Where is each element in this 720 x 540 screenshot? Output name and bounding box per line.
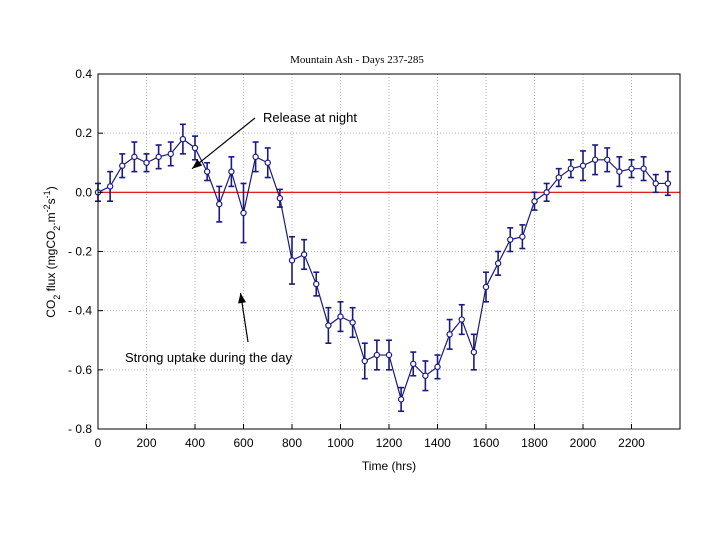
data-point: [167, 150, 174, 158]
data-point: [543, 189, 550, 196]
data-point: [458, 316, 465, 323]
data-point: [482, 283, 490, 291]
data-point: [434, 363, 441, 371]
data-point: [640, 165, 647, 172]
data-point: [531, 198, 538, 205]
data-point: [240, 209, 247, 217]
y-axis-title-part: 2: [52, 226, 62, 231]
data-point: [664, 180, 672, 187]
data-point: [616, 168, 623, 175]
x-tick-label: 1400: [424, 436, 451, 450]
y-axis-title-part: CO: [44, 300, 58, 318]
annotation-release-at-night: Release at night: [263, 110, 357, 125]
data-point: [385, 351, 393, 359]
data-point: [652, 180, 659, 187]
y-axis-title-part: flux (mgCO: [44, 231, 58, 295]
x-tick-label: 400: [185, 436, 205, 450]
data-point: [325, 322, 332, 329]
data-point: [337, 313, 344, 320]
data-point: [507, 236, 514, 243]
data-point: [143, 159, 150, 166]
y-axis-title-part: -2: [42, 204, 52, 212]
x-tick-label: 2200: [618, 436, 645, 450]
data-point: [567, 165, 575, 172]
data-point: [519, 233, 526, 240]
data-point: [373, 351, 381, 359]
data-point: [591, 156, 599, 163]
data-point: [313, 280, 320, 288]
x-tick-label: 1800: [521, 436, 548, 450]
data-point: [252, 153, 259, 161]
y-axis-title-part: ): [44, 186, 58, 190]
x-tick-label: 1200: [376, 436, 403, 450]
data-point: [397, 396, 405, 403]
data-point: [555, 174, 562, 181]
data-point: [470, 348, 478, 356]
annotation-strong-uptake: Strong uptake during the day: [125, 350, 292, 365]
y-tick-label: 0.2: [75, 126, 92, 140]
x-tick-label: 1000: [327, 436, 354, 450]
y-tick-label: - 0.4: [68, 304, 92, 318]
data-point: [131, 153, 138, 161]
data-point: [628, 165, 635, 172]
annotation-arrow-release-head: [192, 159, 203, 169]
y-axis-title: CO2 flux (mgCO2.m-2s-1): [42, 186, 62, 317]
data-point: [228, 168, 235, 175]
x-tick-label: 600: [233, 436, 253, 450]
y-axis-title-part: s: [44, 198, 58, 204]
data-point: [155, 153, 162, 161]
data-point: [179, 135, 187, 143]
x-tick-label: 800: [282, 436, 302, 450]
data-point: [276, 195, 284, 202]
series-layer: [94, 123, 672, 413]
y-tick-label: 0.0: [75, 185, 92, 199]
y-tick-label: 0.4: [75, 67, 92, 81]
annotation-arrow-release: [191, 117, 256, 170]
data-point: [422, 372, 429, 379]
y-axis-title-part: 2: [52, 295, 62, 300]
data-point: [579, 162, 587, 169]
annotation-layer: Release at night Strong uptake during the…: [125, 110, 357, 365]
data-point: [446, 331, 453, 338]
y-tick-label: - 0.6: [68, 363, 92, 377]
chart-title: Mountain Ash - Days 237-285: [290, 54, 424, 66]
data-point: [106, 183, 114, 190]
x-tick-label: 2000: [570, 436, 597, 450]
data-point: [264, 159, 271, 166]
data-point: [191, 144, 199, 152]
data-point: [300, 251, 308, 258]
x-tick-label: 200: [136, 436, 156, 450]
annotation-arrow-uptake-head: [238, 292, 246, 304]
data-point: [119, 162, 126, 169]
tick-layer: 0 200 400 600 800 1000 1200 1400 1600 1800 2000 220…: [68, 67, 645, 450]
data-point: [604, 156, 611, 163]
data-point: [349, 319, 356, 326]
data-point: [288, 257, 296, 264]
y-tick-label: - 0.2: [68, 245, 92, 259]
data-point: [216, 200, 223, 208]
data-point: [494, 260, 502, 267]
grid-layer: [98, 74, 680, 429]
y-axis-title-part: .m: [44, 212, 58, 225]
x-axis-title: Time (hrs): [362, 459, 416, 473]
y-axis-title-part: -1: [42, 190, 52, 198]
x-tick-label: 0: [95, 436, 102, 450]
data-point: [203, 168, 211, 175]
x-tick-label: 1600: [473, 436, 500, 450]
data-point: [361, 357, 368, 365]
y-tick-label: - 0.8: [68, 422, 92, 436]
data-point: [410, 360, 417, 368]
